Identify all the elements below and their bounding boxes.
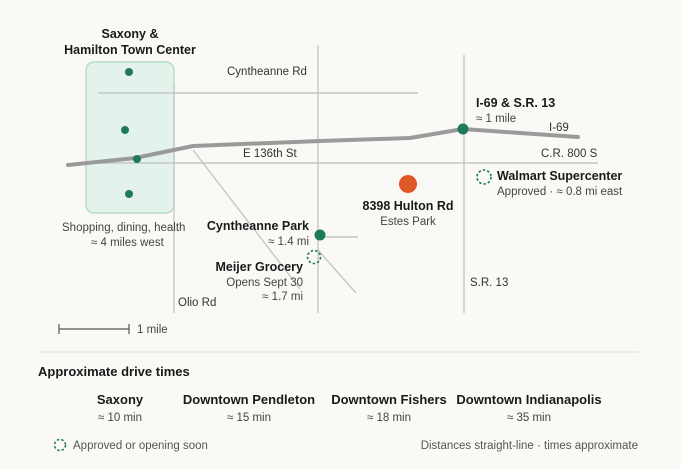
drive-destination-name: Saxony (97, 392, 144, 407)
scale-label: 1 mile (137, 324, 168, 336)
drive-destination-name: Downtown Fishers (331, 392, 447, 407)
road-label-i69: I-69 (549, 122, 569, 134)
road-label-e136: E 136th St (243, 148, 298, 160)
e-136th-st-i69-road (66, 127, 580, 167)
walmart-title: Walmart Supercenter (497, 169, 622, 183)
diagonal-road-east (317, 249, 357, 294)
property-address: 8398 Hulton Rd (363, 199, 454, 213)
saxony-marker-3[interactable] (133, 155, 141, 163)
walmart-detail: Approved · ≈ 0.8 mi east (497, 186, 623, 198)
drive-times-title: Approximate drive times (38, 364, 190, 379)
road-label-cyntheanne: Cyntheanne Rd (227, 66, 307, 78)
saxony-distance: ≈ 4 miles west (91, 237, 165, 249)
meijer-title: Meijer Grocery (215, 260, 303, 274)
road-label-olio: Olio Rd (178, 297, 216, 309)
scale-bar (58, 324, 130, 334)
drive-destination-time: ≈ 10 min (98, 412, 142, 424)
property-subdivision: Estes Park (380, 216, 436, 228)
cyntheanne-park-distance: ≈ 1.4 mi (268, 236, 309, 248)
saxony-title-line2: Hamilton Town Center (64, 43, 196, 57)
saxony-marker-4[interactable] (125, 190, 133, 198)
road-label-sr13: S.R. 13 (470, 277, 508, 289)
i69-sr13-distance: ≈ 1 mile (476, 113, 516, 125)
cyntheanne-park-title: Cyntheanne Park (207, 219, 309, 233)
cyntheanne-park-marker[interactable] (314, 229, 326, 241)
road-label-cr800s: C.R. 800 S (541, 148, 598, 160)
drive-destination-time: ≈ 35 min (507, 412, 551, 424)
walmart-marker[interactable] (476, 169, 492, 185)
diagonal-road-west (192, 149, 301, 290)
saxony-marker-1[interactable] (125, 68, 133, 76)
drive-destination-time: ≈ 18 min (367, 412, 411, 424)
meijer-marker[interactable] (306, 249, 322, 265)
meijer-distance: ≈ 1.7 mi (262, 291, 303, 303)
drive-destination-name: Downtown Indianapolis (456, 392, 601, 407)
saxony-description: Shopping, dining, health (62, 222, 185, 234)
saxony-marker-2[interactable] (121, 126, 129, 134)
i69-sr13-marker[interactable] (457, 123, 469, 135)
approved-legend-icon (53, 438, 67, 452)
approved-legend-label: Approved or opening soon (73, 440, 208, 452)
distance-note: Distances straight-line · times approxim… (421, 440, 638, 452)
drive-destination-time: ≈ 15 min (227, 412, 271, 424)
saxony-title-line1: Saxony & (102, 27, 159, 41)
property-marker[interactable] (399, 175, 417, 193)
i69-sr13-title: I-69 & S.R. 13 (476, 96, 555, 110)
meijer-opening: Opens Sept 30 (226, 277, 303, 289)
drive-destination-name: Downtown Pendleton (183, 392, 315, 407)
